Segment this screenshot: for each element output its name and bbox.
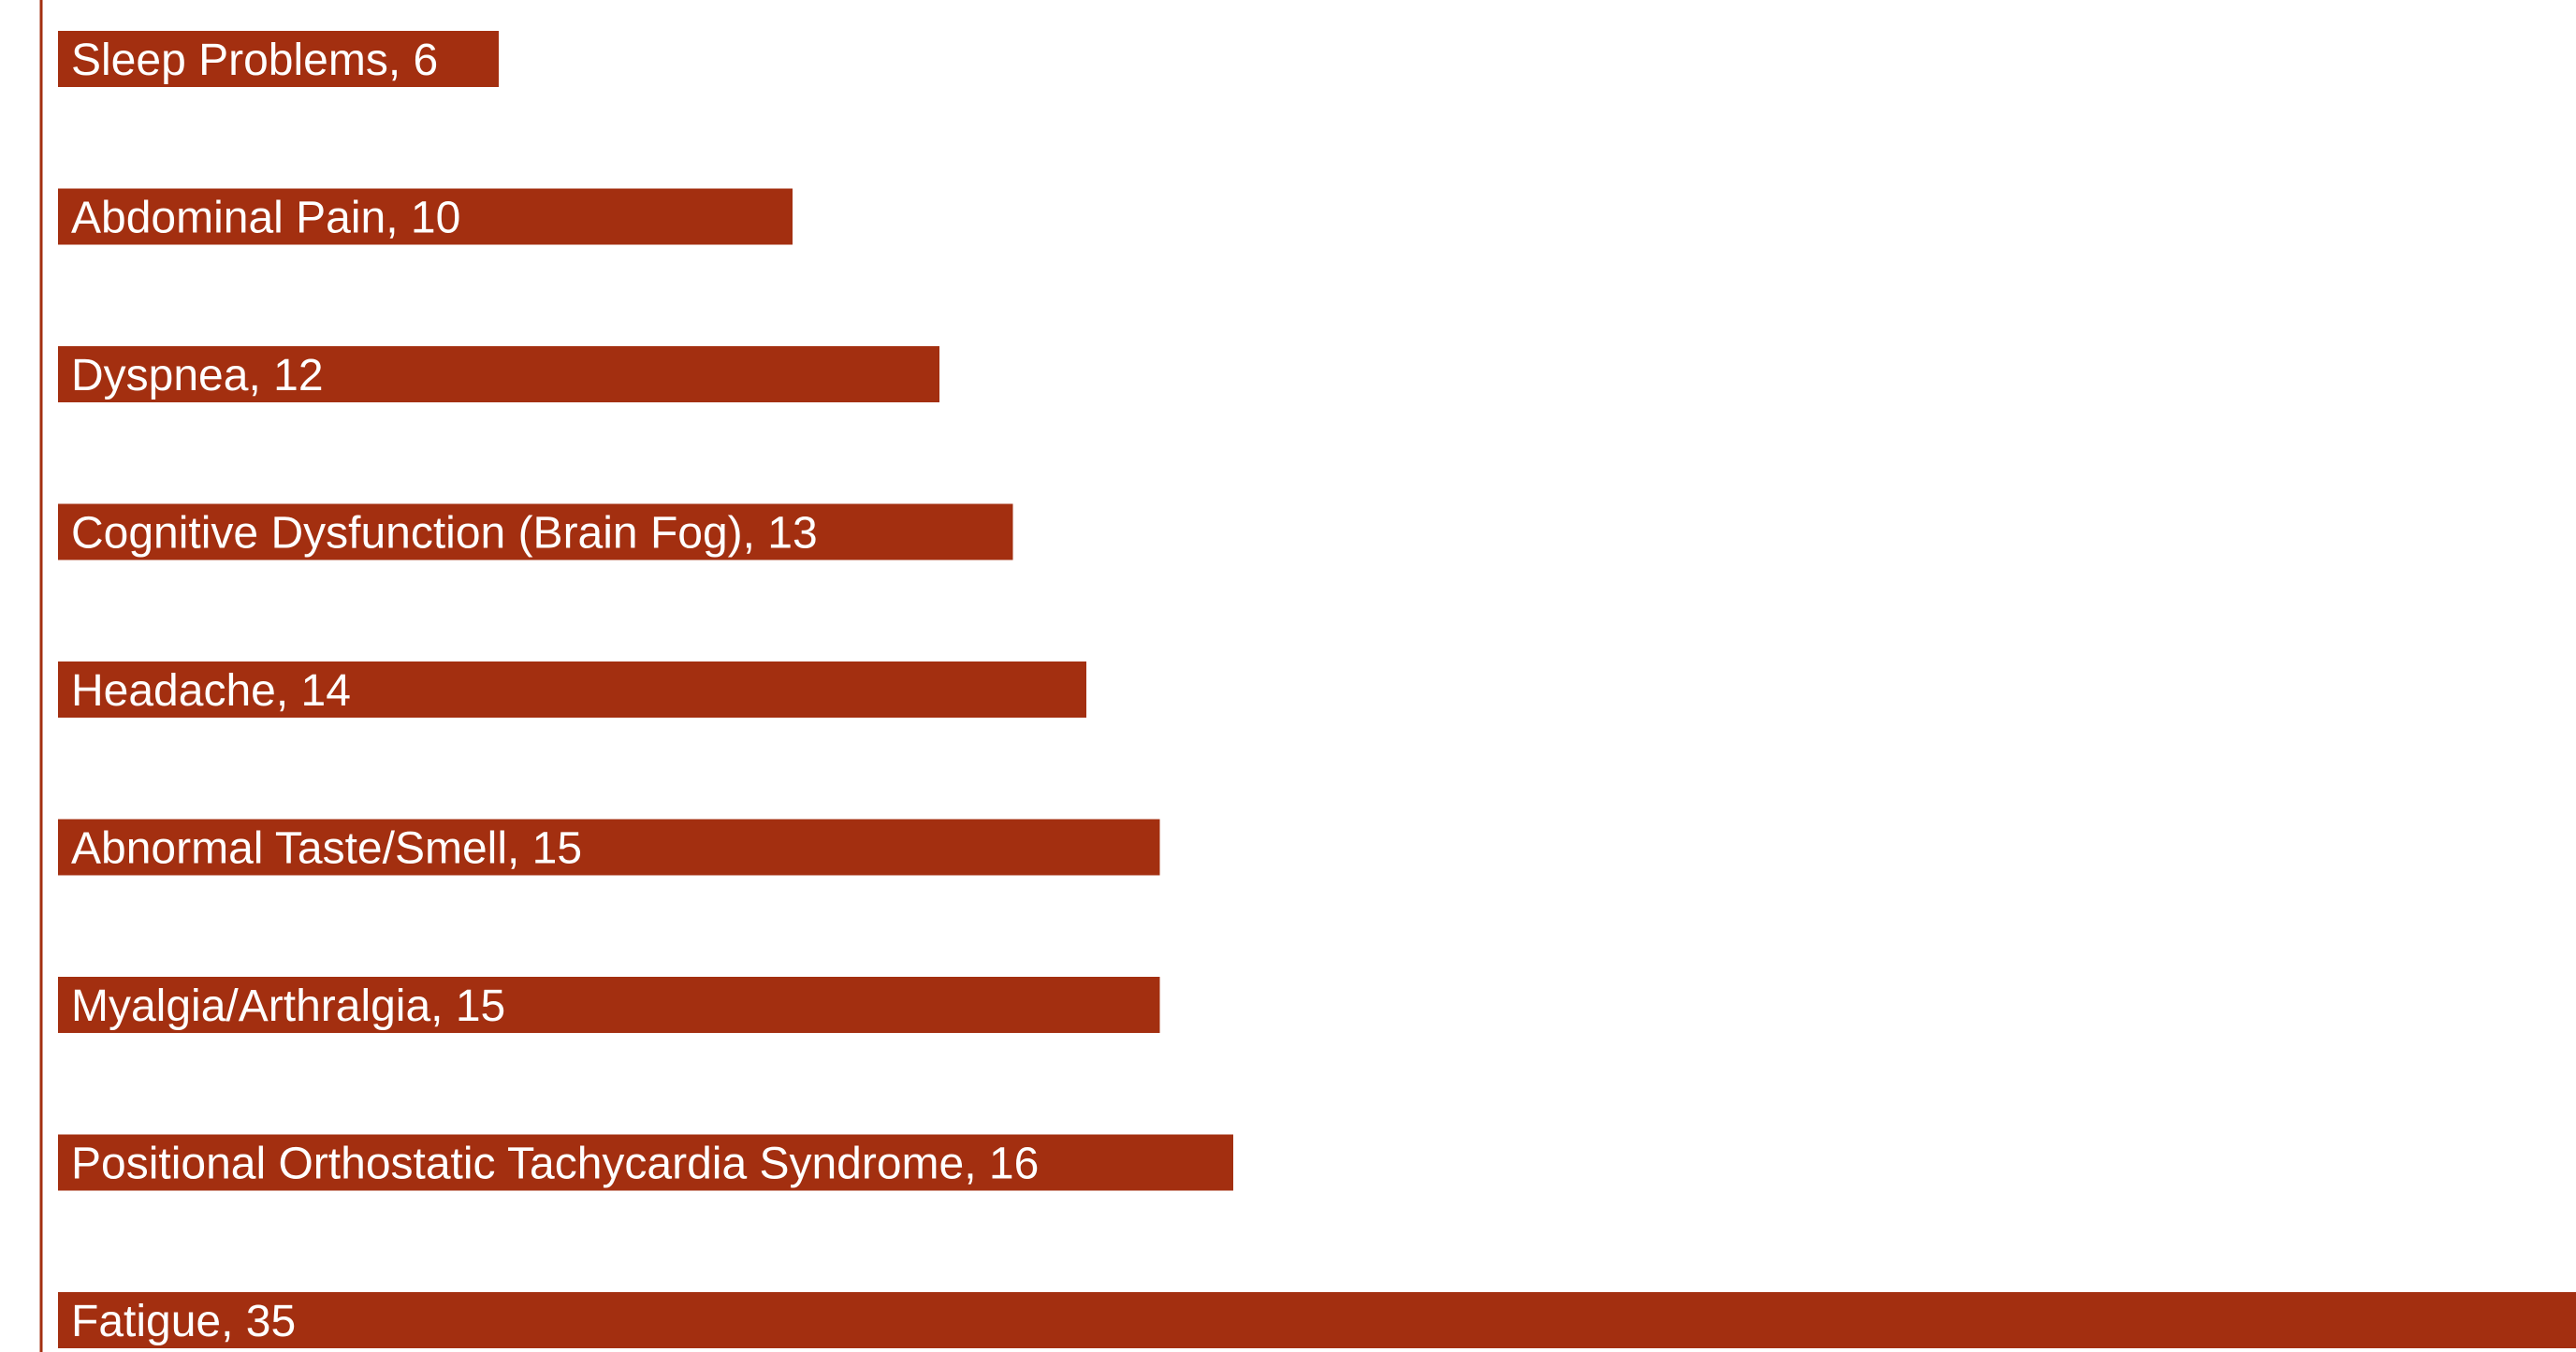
bar-3 [58, 503, 1013, 560]
bars-group: Sleep Problems, 6 Abdominal Pain, 10 Dyspn… [58, 31, 2576, 1348]
bar-8 [58, 1292, 2576, 1348]
bar-label-0: Sleep Problems, 6 [71, 36, 438, 85]
bar-label-3: Cognitive Dysfunction (Brain Fog), 13 [71, 509, 818, 559]
bar-label-8: Fatigue, 35 [71, 1297, 296, 1346]
bar-1 [58, 188, 793, 245]
bar-5 [58, 819, 1160, 876]
bar-0 [58, 31, 499, 87]
bar-label-7: Positional Orthostatic Tachycardia Syndr… [71, 1140, 1039, 1189]
bar-7 [58, 1134, 1233, 1191]
bar-label-1: Abdominal Pain, 10 [71, 194, 460, 243]
bar-2 [58, 346, 939, 402]
bar-4 [58, 661, 1086, 718]
bar-label-4: Headache, 14 [71, 666, 351, 716]
bar-label-2: Dyspnea, 12 [71, 351, 324, 400]
bar-label-6: Myalgia/Arthralgia, 15 [71, 981, 505, 1031]
bar-label-5: Abnormal Taste/Smell, 15 [71, 824, 582, 874]
bar-6 [58, 977, 1160, 1033]
